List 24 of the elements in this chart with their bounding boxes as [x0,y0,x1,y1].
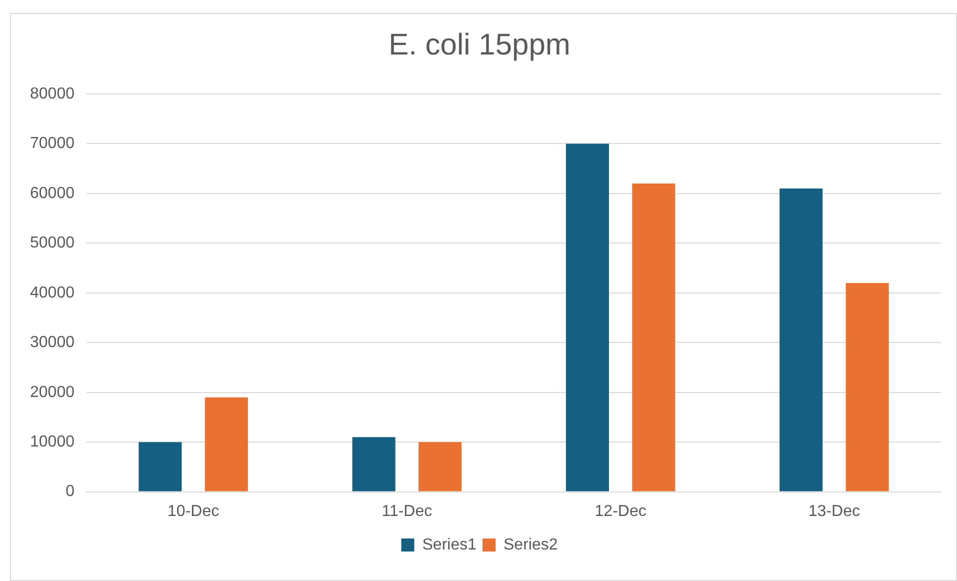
bar [352,437,396,492]
bar [780,188,823,492]
y-tick-label: 40000 [30,284,75,302]
bar [846,282,889,492]
y-tick-label: 50000 [30,234,75,252]
x-tick-label: 11-Dec [382,502,432,520]
x-tick-label: 13-Dec [808,502,860,520]
bar [138,442,182,492]
y-tick-label: 60000 [30,184,75,202]
y-tick-label: 20000 [30,384,75,401]
y-tick-label: 0 [66,483,75,500]
legend-label: Series2 [504,536,558,554]
x-tick-label: 12-Dec [594,502,646,520]
y-tick-label: 70000 [30,135,75,152]
bar [204,397,248,492]
y-tick-label: 30000 [30,334,75,352]
x-tick-label: 10-Dec [168,502,220,520]
bar [566,144,609,492]
bar [632,184,676,492]
y-tick-label: 10000 [30,433,75,450]
legend-label: Series1 [422,536,477,554]
y-tick-label: 80000 [30,85,75,102]
chart-title: E. coli 15ppm [388,28,570,62]
bar [418,442,462,492]
